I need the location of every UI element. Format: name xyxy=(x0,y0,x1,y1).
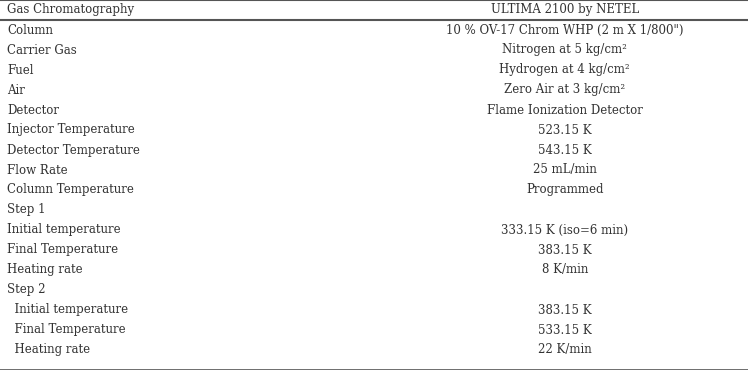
Text: Heating rate: Heating rate xyxy=(7,343,91,357)
Text: 10 % OV-17 Chrom WHP (2 m X 1/800"): 10 % OV-17 Chrom WHP (2 m X 1/800") xyxy=(446,24,684,37)
Text: 8 K/min: 8 K/min xyxy=(542,263,588,276)
Text: Hydrogen at 4 kg/cm²: Hydrogen at 4 kg/cm² xyxy=(500,64,630,77)
Text: 383.15 K: 383.15 K xyxy=(538,303,592,316)
Text: 333.15 K (iso=6 min): 333.15 K (iso=6 min) xyxy=(501,223,628,236)
Text: Initial temperature: Initial temperature xyxy=(7,303,129,316)
Text: 383.15 K: 383.15 K xyxy=(538,243,592,256)
Text: Column Temperature: Column Temperature xyxy=(7,184,135,196)
Text: Final Temperature: Final Temperature xyxy=(7,323,126,336)
Text: Gas Chromatography: Gas Chromatography xyxy=(7,3,135,17)
Text: 523.15 K: 523.15 K xyxy=(538,124,592,137)
Text: Programmed: Programmed xyxy=(526,184,604,196)
Text: Flame Ionization Detector: Flame Ionization Detector xyxy=(487,104,643,117)
Text: 25 mL/min: 25 mL/min xyxy=(533,164,597,176)
Text: Air: Air xyxy=(7,84,25,97)
Text: Flow Rate: Flow Rate xyxy=(7,164,68,176)
Text: Heating rate: Heating rate xyxy=(7,263,83,276)
Text: Step 1: Step 1 xyxy=(7,204,46,216)
Text: Fuel: Fuel xyxy=(7,64,34,77)
Text: ULTIMA 2100 by NETEL: ULTIMA 2100 by NETEL xyxy=(491,3,639,17)
Text: 543.15 K: 543.15 K xyxy=(538,144,592,157)
Text: Step 2: Step 2 xyxy=(7,283,46,296)
Text: Detector Temperature: Detector Temperature xyxy=(7,144,141,157)
Text: Nitrogen at 5 kg/cm²: Nitrogen at 5 kg/cm² xyxy=(503,44,627,57)
Text: Initial temperature: Initial temperature xyxy=(7,223,121,236)
Text: Column: Column xyxy=(7,24,53,37)
Text: 22 K/min: 22 K/min xyxy=(538,343,592,357)
Text: Injector Temperature: Injector Temperature xyxy=(7,124,135,137)
Text: Carrier Gas: Carrier Gas xyxy=(7,44,77,57)
Text: 533.15 K: 533.15 K xyxy=(538,323,592,336)
Text: Zero Air at 3 kg/cm²: Zero Air at 3 kg/cm² xyxy=(504,84,625,97)
Text: Final Temperature: Final Temperature xyxy=(7,243,119,256)
Text: Detector: Detector xyxy=(7,104,60,117)
